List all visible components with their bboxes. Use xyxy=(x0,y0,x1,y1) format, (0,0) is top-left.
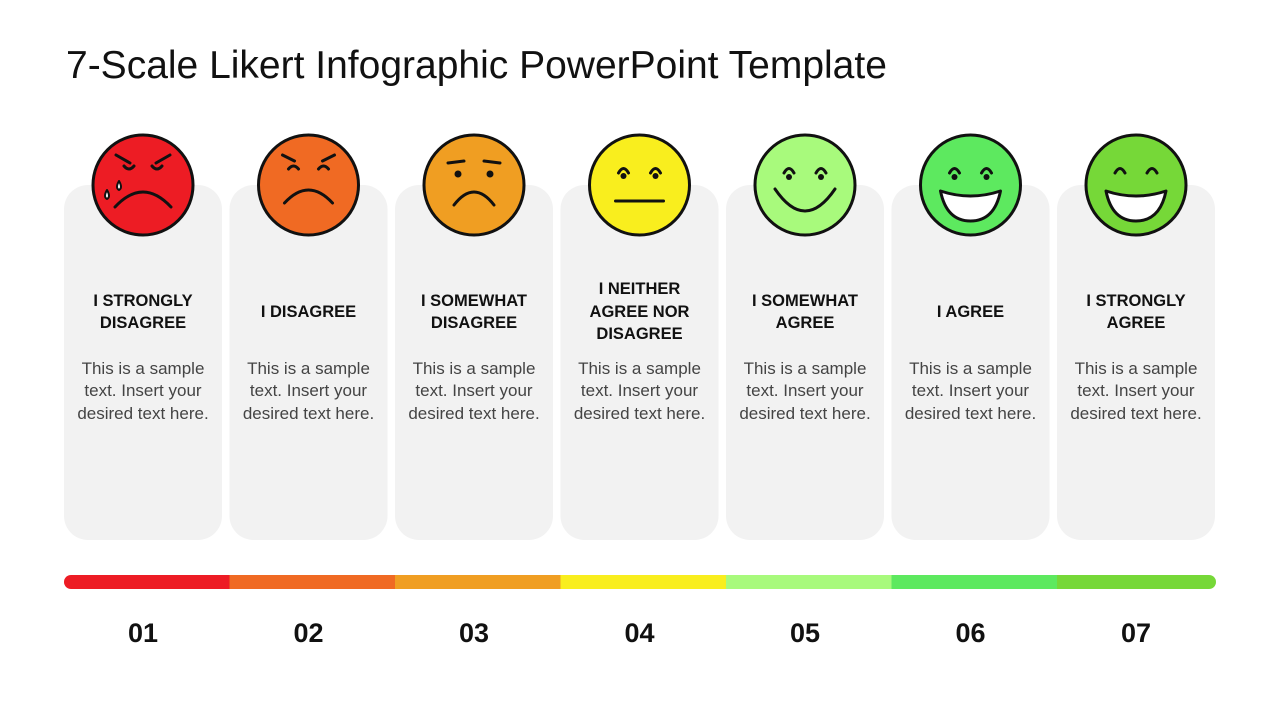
face-feature xyxy=(983,174,990,180)
face-feature xyxy=(649,167,662,175)
face-feature xyxy=(773,187,837,213)
face-icon xyxy=(1084,133,1188,237)
face-feature xyxy=(114,153,132,165)
face-feature xyxy=(617,167,630,175)
face xyxy=(753,133,857,237)
face-feature xyxy=(1145,167,1159,175)
face xyxy=(422,133,526,237)
card xyxy=(1057,185,1215,540)
face-feature xyxy=(948,167,961,175)
face-feature xyxy=(814,167,828,175)
face-feature xyxy=(951,174,958,180)
face-feature xyxy=(116,180,122,191)
card xyxy=(64,185,222,540)
face-feature xyxy=(1113,167,1127,175)
option-label: I STRONGLY DISAGREE xyxy=(93,291,193,333)
face-feature xyxy=(980,167,993,175)
face-feature xyxy=(154,153,172,165)
option-label: I SOMEWHAT DISAGREE xyxy=(420,291,528,333)
face-feature xyxy=(452,190,496,207)
scale-segment xyxy=(726,575,893,589)
option-number: 02 xyxy=(293,618,324,648)
option-number: 07 xyxy=(1120,618,1152,648)
option-description: This is a sample text. Insert your desir… xyxy=(739,359,871,423)
face-feature xyxy=(939,189,1002,223)
option-description: This is a sample text. Insert your desir… xyxy=(242,359,375,423)
face-feature xyxy=(454,170,462,178)
face xyxy=(91,133,195,237)
face-icon xyxy=(588,133,691,237)
face-icon xyxy=(91,133,195,237)
option-description: This is a sample text. Insert your desir… xyxy=(904,359,1037,423)
face-icon xyxy=(919,133,1022,237)
face xyxy=(588,133,691,237)
option-number: 04 xyxy=(624,618,655,648)
scale-segment xyxy=(395,575,562,589)
face xyxy=(1084,133,1188,237)
face-feature xyxy=(786,174,792,180)
face-feature xyxy=(287,164,300,171)
card xyxy=(229,185,388,540)
card xyxy=(560,185,719,540)
option-label: I DISAGREE xyxy=(260,302,357,321)
face-feature xyxy=(281,153,296,163)
scale-segment xyxy=(229,575,396,589)
option-label: I NEITHER AGREE NOR DISAGREE xyxy=(589,280,690,344)
face-feature xyxy=(782,167,796,175)
face-feature xyxy=(818,174,824,180)
face-feature xyxy=(620,173,627,179)
face-feature xyxy=(122,164,136,171)
scale-segment xyxy=(64,575,231,589)
face-feature xyxy=(482,159,502,165)
face-feature xyxy=(321,153,336,163)
face xyxy=(257,133,360,237)
slide-title: 7-Scale Likert Infographic PowerPoint Te… xyxy=(66,44,887,87)
face-feature xyxy=(446,159,466,165)
card xyxy=(891,185,1050,540)
face-feature xyxy=(486,170,494,178)
face-feature xyxy=(283,188,334,205)
option-description: This is a sample text. Insert your desir… xyxy=(573,359,706,423)
option-label: I AGREE xyxy=(936,302,1005,321)
option-description: This is a sample text. Insert your desir… xyxy=(77,359,209,423)
option-number: 03 xyxy=(458,618,490,648)
scale-segment xyxy=(891,575,1058,589)
scale-segment xyxy=(1057,575,1216,589)
card xyxy=(395,185,553,540)
face-feature xyxy=(652,173,659,179)
option-description: This is a sample text. Insert your desir… xyxy=(1070,359,1202,423)
face-icon xyxy=(422,133,526,237)
face-icon xyxy=(753,133,857,237)
option-number: 01 xyxy=(127,618,159,648)
face-feature xyxy=(104,189,110,200)
option-description: This is a sample text. Insert your desir… xyxy=(408,359,540,423)
face xyxy=(919,133,1022,237)
face-feature xyxy=(1104,189,1168,223)
scale-segment xyxy=(560,575,727,589)
card xyxy=(726,185,884,540)
option-label: I SOMEWHAT AGREE xyxy=(751,291,859,333)
face-icon xyxy=(257,133,360,237)
face-feature xyxy=(150,164,164,171)
face-feature xyxy=(317,164,330,171)
option-number: 06 xyxy=(955,618,986,648)
option-number: 05 xyxy=(789,618,821,648)
option-label: I STRONGLY AGREE xyxy=(1086,291,1186,333)
face-feature xyxy=(113,190,173,209)
